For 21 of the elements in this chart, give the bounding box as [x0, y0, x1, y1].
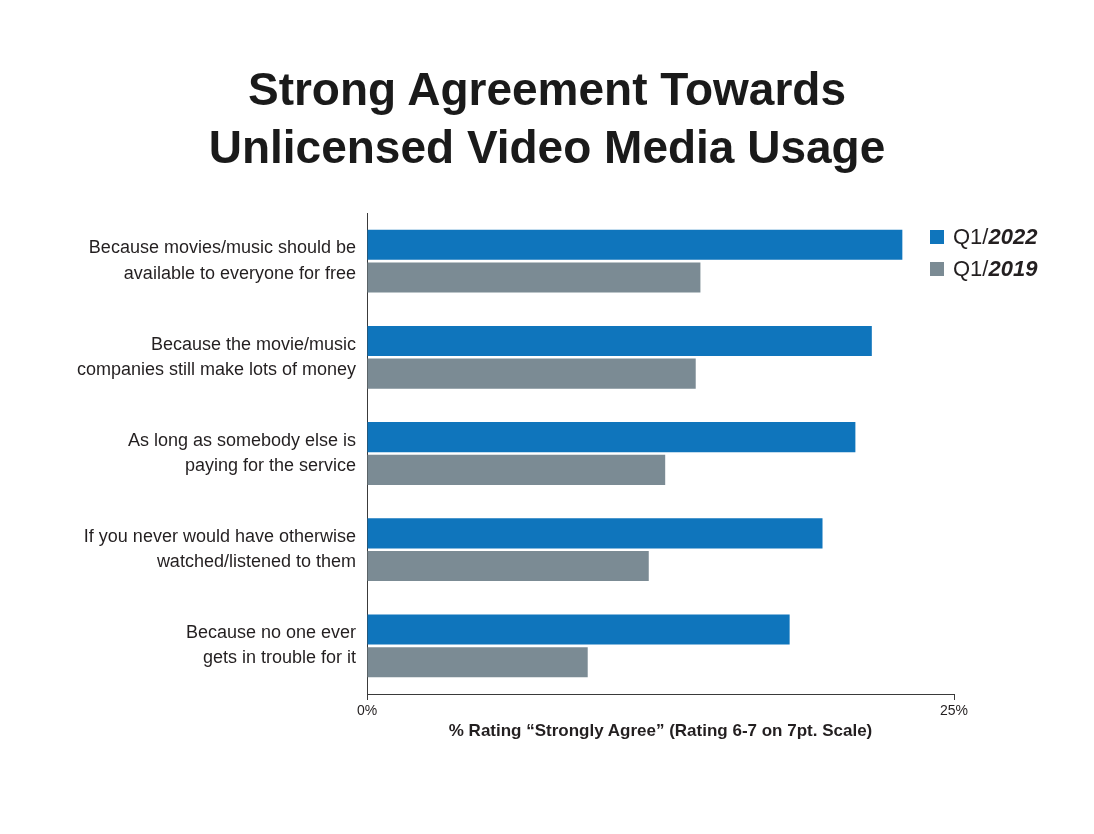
y-tick-label: As long as somebody else is paying for the service: [127, 429, 356, 476]
y-tick-label: Because the movie/music companies still make lots of money: [76, 333, 356, 379]
bar: [367, 551, 649, 582]
x-tick-label: 0%: [356, 702, 378, 719]
legend-label: Q1/2019: [953, 256, 1038, 281]
bar: [367, 229, 903, 260]
bar: [367, 454, 666, 485]
y-tick-label: Because movies/music should be available to everyone for free: [88, 237, 356, 283]
bar: [367, 614, 790, 645]
legend-label: Q1/2022: [953, 224, 1038, 249]
bar: [367, 518, 823, 549]
bar: [367, 422, 856, 453]
bar: [367, 325, 872, 356]
chart-title: Strong Agreement Towards Unlicensed Video Media Usage: [207, 62, 887, 175]
bar: [367, 262, 701, 293]
bar: [367, 358, 696, 389]
x-axis-title: % Rating “Strongly Agree” (Rating 6-7 on 7pt. Scale): [448, 721, 873, 741]
y-tick-label: Because no one ever gets in trouble for it: [185, 622, 356, 668]
y-tick-label: If you never would have otherwise watched/listened to them: [83, 526, 356, 572]
x-tick-label: 25%: [939, 702, 969, 719]
bar: [367, 647, 588, 678]
